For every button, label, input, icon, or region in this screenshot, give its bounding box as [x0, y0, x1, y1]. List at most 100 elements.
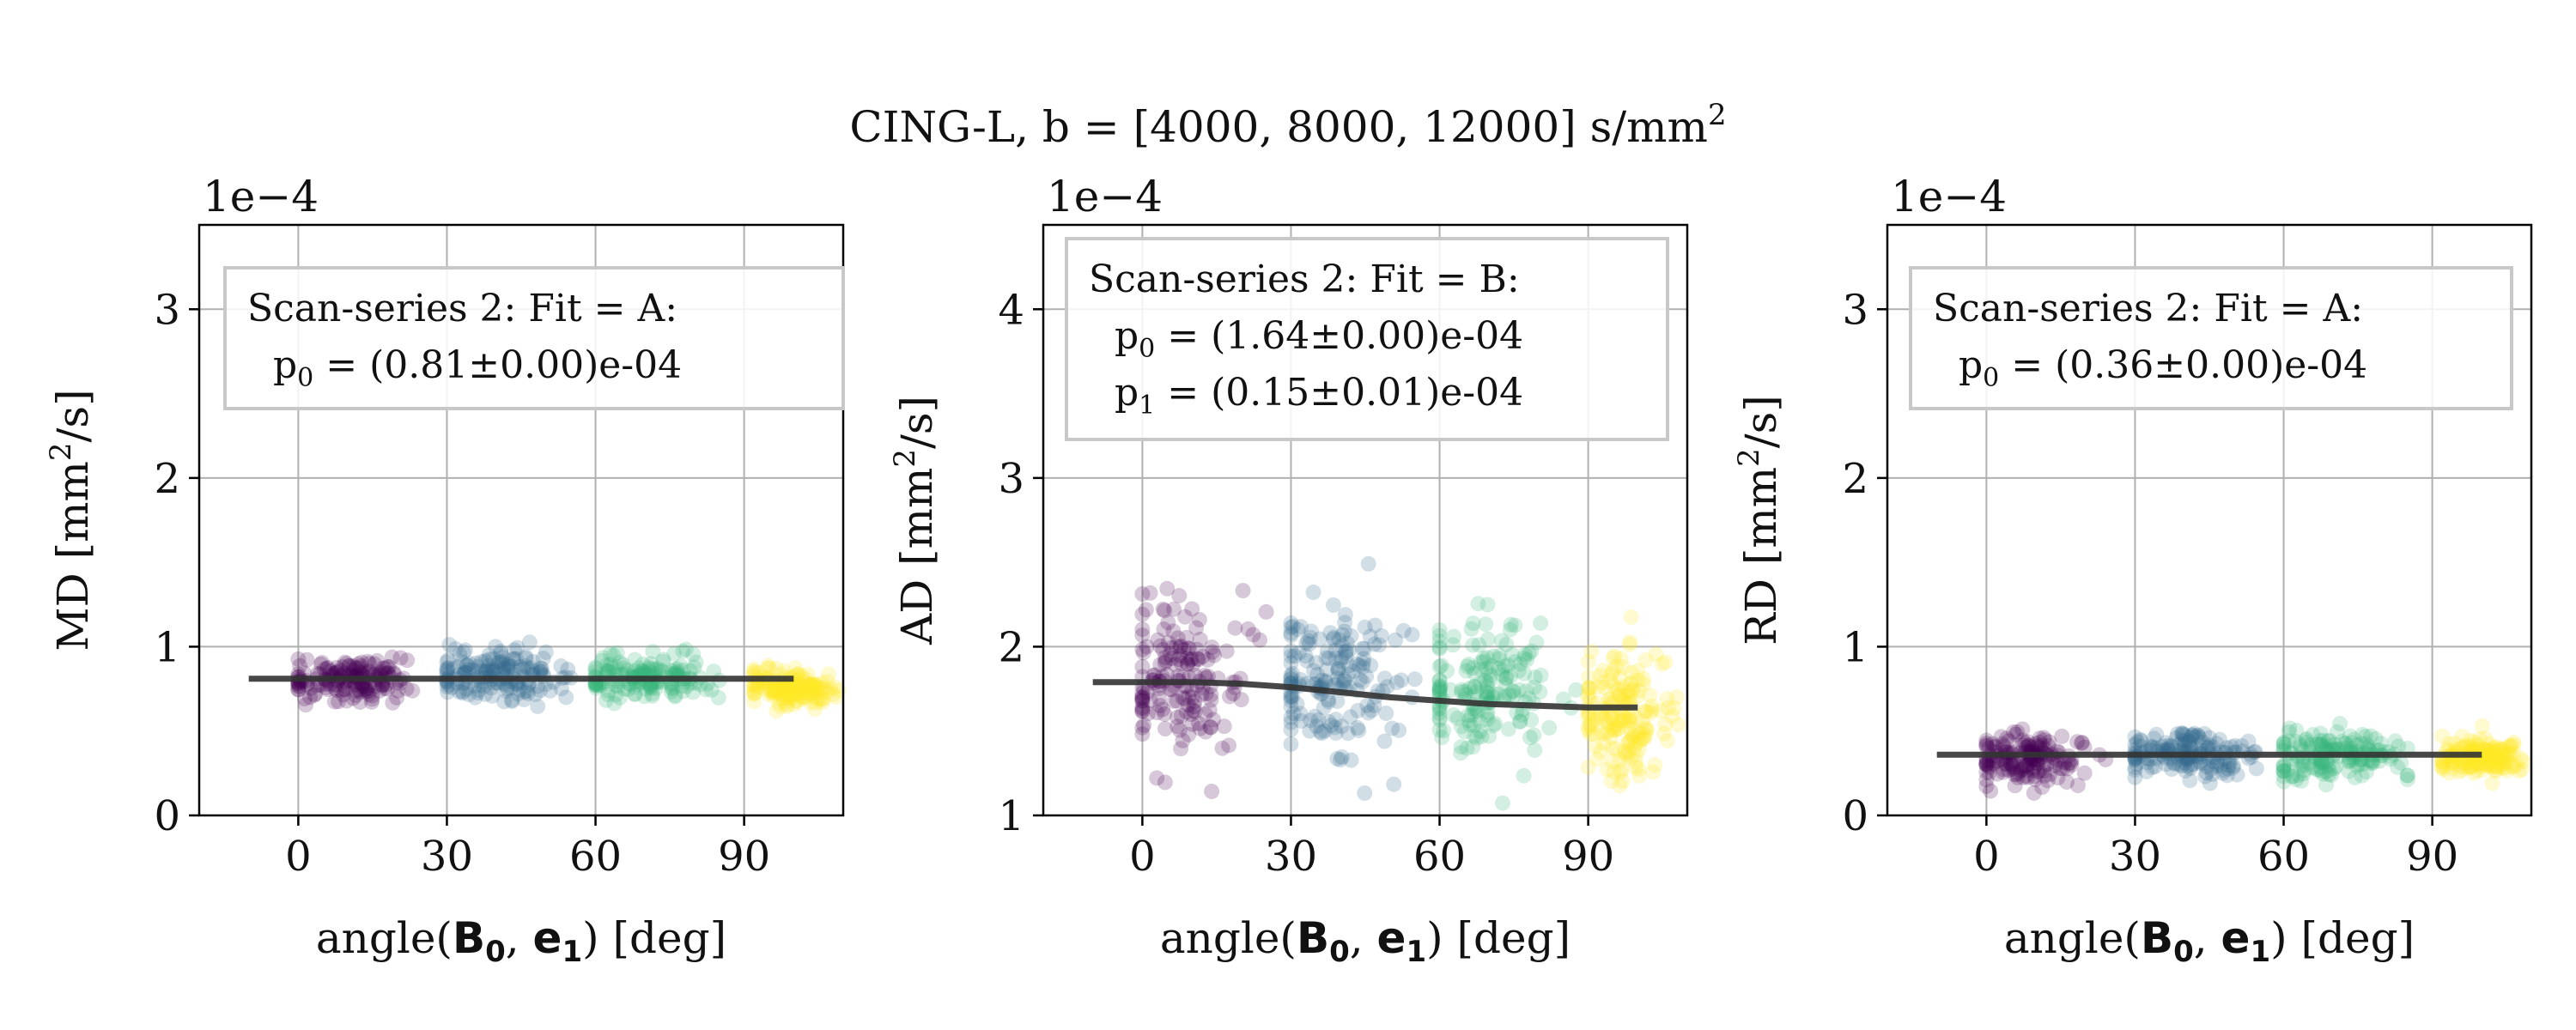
- data-point: [1471, 637, 1487, 653]
- data-point: [444, 679, 460, 695]
- data-point: [2275, 763, 2292, 779]
- data-point: [2447, 735, 2464, 751]
- data-point: [2009, 766, 2026, 783]
- data-point: [760, 686, 776, 702]
- data-point: [1321, 714, 1337, 730]
- data-point: [1431, 673, 1448, 689]
- data-point: [2055, 760, 2071, 777]
- data-point: [1168, 638, 1184, 654]
- data-point: [484, 661, 501, 677]
- data-point: [1172, 639, 1188, 656]
- legend-title: Scan-series 2: Fit = A:: [1933, 287, 2363, 330]
- data-point: [620, 682, 636, 698]
- data-point: [380, 659, 396, 676]
- data-point: [1504, 682, 1521, 699]
- data-point: [495, 649, 511, 665]
- data-point: [2484, 745, 2500, 761]
- data-point: [2163, 739, 2179, 755]
- data-point: [1173, 741, 1189, 757]
- data-point: [1406, 671, 1423, 688]
- data-point: [1283, 667, 1299, 683]
- data-point: [317, 661, 333, 677]
- data-point: [1605, 721, 1621, 737]
- data-point: [354, 679, 370, 695]
- data-point: [329, 659, 345, 676]
- data-point: [1192, 720, 1208, 736]
- data-point: [615, 657, 631, 673]
- data-point: [642, 678, 659, 694]
- data-point: [1157, 721, 1173, 737]
- data-point: [1467, 678, 1483, 694]
- data-point: [1602, 730, 1619, 746]
- data-point: [326, 694, 343, 710]
- data-point: [1285, 665, 1301, 682]
- data-point: [398, 681, 415, 697]
- data-point: [746, 685, 762, 701]
- data-point: [2315, 732, 2331, 748]
- data-point: [1456, 724, 1473, 740]
- data-point: [1510, 663, 1527, 679]
- data-point: [2208, 758, 2224, 774]
- data-point: [1303, 623, 1319, 639]
- data-point: [611, 654, 628, 670]
- data-point: [2293, 772, 2310, 789]
- data-point: [2006, 724, 2022, 741]
- data-point: [2454, 728, 2470, 744]
- data-point: [1596, 711, 1613, 727]
- data-point: [1612, 778, 1628, 794]
- data-point: [1494, 662, 1510, 678]
- data-point: [1391, 722, 1407, 738]
- data-point: [2222, 754, 2239, 770]
- data-point: [352, 684, 368, 700]
- data-point: [1200, 651, 1216, 668]
- data-point: [1623, 675, 1639, 691]
- data-point: [1519, 651, 1535, 668]
- data-point: [532, 660, 549, 676]
- data-point: [2190, 728, 2206, 744]
- data-point: [637, 681, 653, 697]
- data-point: [2227, 737, 2243, 754]
- data-point: [1376, 733, 1393, 749]
- data-point: [2451, 764, 2467, 780]
- data-point: [2213, 758, 2229, 774]
- data-point: [2177, 754, 2193, 771]
- data-point: [1169, 693, 1185, 709]
- data-point: [504, 692, 520, 708]
- data-point: [682, 663, 698, 679]
- y-tick-label: 1: [998, 792, 1024, 840]
- data-point: [518, 657, 534, 674]
- figure-title: CING-L, b = [4000, 8000, 12000] s/mm2: [849, 98, 1726, 152]
- data-point: [2178, 763, 2194, 779]
- data-point: [307, 687, 323, 703]
- data-point: [376, 681, 392, 697]
- data-point: [1583, 643, 1600, 659]
- data-point: [1194, 687, 1210, 703]
- data-point: [1202, 719, 1218, 736]
- legend-title: Scan-series 2: Fit = B:: [1089, 258, 1520, 301]
- data-point: [313, 656, 329, 672]
- data-point: [1604, 740, 1620, 756]
- data-point: [2337, 736, 2354, 752]
- data-point: [1642, 688, 1658, 704]
- data-point: [2484, 775, 2500, 791]
- data-point: [591, 678, 607, 694]
- data-point: [1613, 651, 1629, 667]
- data-point: [1627, 754, 1643, 770]
- axes-frame: [1042, 223, 1689, 817]
- x-axis-label: angle(B0, e1) [deg]: [316, 913, 726, 969]
- data-point: [2506, 745, 2522, 761]
- data-point: [2494, 744, 2510, 760]
- data-point: [1465, 660, 1481, 676]
- data-point: [1327, 724, 1344, 741]
- data-point: [322, 663, 338, 679]
- data-point: [619, 662, 635, 678]
- data-point: [385, 694, 401, 711]
- data-point: [1180, 656, 1196, 672]
- data-point: [1326, 631, 1342, 647]
- data-point: [290, 678, 307, 694]
- data-point: [2475, 762, 2491, 779]
- data-point: [1512, 713, 1528, 730]
- data-point: [303, 680, 319, 696]
- data-point: [1203, 692, 1219, 708]
- data-point: [2281, 720, 2298, 736]
